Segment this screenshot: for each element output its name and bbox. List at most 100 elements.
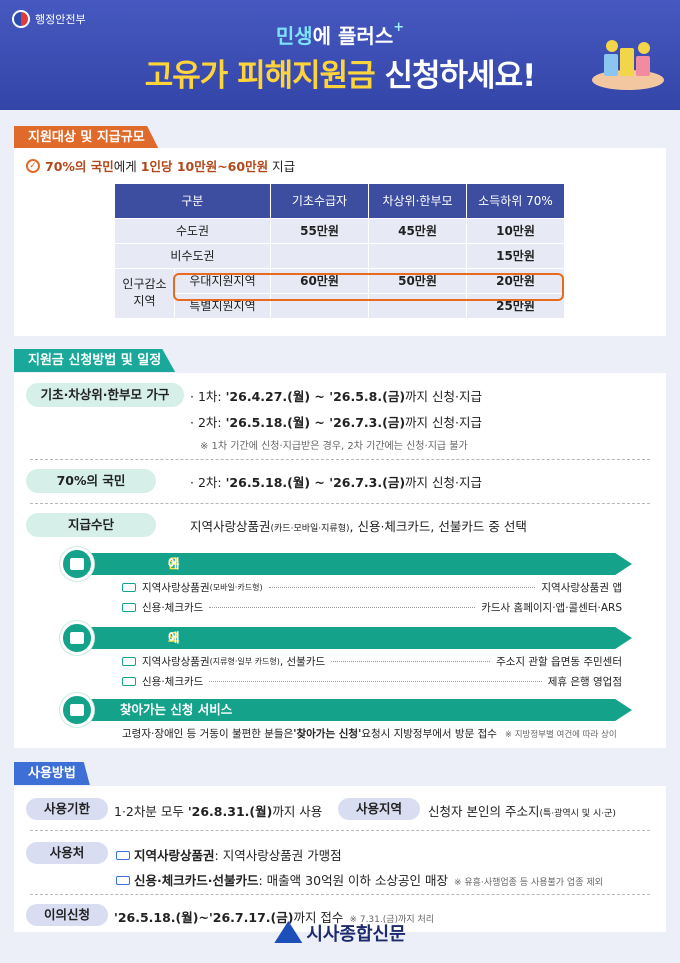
round-suffix: 까지 신청·지급: [405, 389, 482, 404]
section-tab-eligibility: 지원대상 및 지급규모: [14, 126, 159, 149]
card-icon: [122, 583, 136, 592]
item-label: 지역사랑상품권: [142, 656, 210, 668]
hand-coins-illustration-icon: [592, 40, 664, 90]
payment-sub: (카드·모바일·지류형): [270, 524, 350, 534]
col-header: 차상위·한부모: [368, 184, 467, 218]
round-note: ※ 1차 기간에 신청·지급받은 경우, 2차 기간에는 신청·지급 불가: [200, 441, 468, 452]
value-cell: 50만원: [368, 267, 467, 294]
online-item-1: 지역사랑상품권 (모바일·카드형) 지역사랑상품권 앱: [122, 580, 622, 595]
round1-line: · 1차: '26.4.27.(월) ~ '26.5.8.(금)까지 신청·지급: [190, 386, 482, 405]
period-date: '26.8.31.(월): [187, 804, 273, 819]
objection-note: ※ 7.31.(금)까지 처리: [349, 915, 435, 925]
online-highlight: 온라인: [168, 556, 180, 615]
item-label: 지역사랑상품권: [142, 582, 210, 594]
round2-line: · 2차: '26.5.18.(월) ~ '26.7.3.(금)까지 신청·지급: [190, 412, 482, 431]
item-sub: (지류형·일부 카드형): [209, 657, 280, 666]
value-cell: [368, 242, 467, 269]
item-label: 신용·체크카드: [142, 602, 204, 614]
col-header: 기초수급자: [270, 184, 369, 218]
table-header-row: 구분 기초수급자 차상위·한부모 소득하위 70%: [114, 184, 565, 218]
place-text: : 지역사랑상품권 가맹점: [214, 848, 342, 863]
offline-item-1: 지역사랑상품권 (지류형·일부 카드형), 선불카드 주소지 관할 읍면동 주민센터: [122, 654, 622, 669]
offline-item-2: 신용·체크카드 제휴 은행 영업점: [122, 674, 622, 689]
value-cell: 10만원: [466, 217, 565, 244]
usage-card: 사용기한 1·2차분 모두 '26.8.31.(월)까지 사용 사용지역 신청자…: [14, 786, 666, 932]
group-pill-payment: 지급수단: [26, 513, 156, 537]
pill-period: 사용기한: [26, 798, 108, 820]
place-text: : 매출액 30억원 이하 소상공인 매장: [258, 873, 449, 888]
visit-text3: 요청시 지방정부에서 방문 접수: [361, 728, 497, 740]
place-line-2: 신용·체크카드·선불카드: 매출액 30억원 이하 소상공인 매장 ※ 유흥·사행…: [116, 870, 603, 889]
subtitle-highlight: 민생: [275, 24, 313, 48]
round-label: · 1차:: [190, 389, 226, 404]
card-icon: [116, 851, 130, 860]
ministry-logo: 행정안전부: [12, 10, 86, 28]
value-cell: 60만원: [270, 267, 369, 294]
place-note: ※ 유흥·사행업종 등 사용불가 업종 제외: [454, 878, 603, 888]
item-extra: , 선불카드: [279, 656, 326, 668]
target-percent: 70%의 국민: [45, 159, 114, 174]
application-card: 기초·차상위·한부모 가구 · 1차: '26.4.27.(월) ~ '26.5…: [14, 373, 666, 748]
target-amount: 1인당 10만원~60만원: [140, 159, 269, 174]
payment-line: 지역사랑상품권(카드·모바일·지류형), 신용·체크카드, 선불카드 중 선택: [190, 516, 527, 535]
card-icon: [122, 677, 136, 686]
round-label: · 2차:: [190, 475, 226, 490]
round-dates: '26.5.18.(월) ~ '26.7.3.(금): [225, 475, 406, 490]
visit-note: ※ 지방정부별 여건에 따라 상이: [504, 729, 617, 740]
value-cell: [368, 292, 467, 319]
offline-bar: 오프라인에서 신청하고 싶다면?: [72, 627, 632, 649]
period-text1: 1·2차분 모두: [114, 804, 188, 819]
table-row: 수도권 55만원 45만원 10만원: [114, 217, 565, 244]
round-suffix: 까지 신청·지급: [405, 415, 482, 430]
pill-objection: 이의신청: [26, 904, 108, 926]
value-cell: 25만원: [466, 292, 565, 319]
building-icon: [60, 621, 94, 655]
region-cell: 우대지원지역: [174, 267, 271, 294]
place-line-1: 지역사랑상품권: 지역사랑상품권 가맹점: [116, 845, 342, 864]
online-text: 에서 신청하고 싶다면?: [168, 556, 187, 747]
round-dates: '26.4.27.(월) ~ '26.5.8.(금): [225, 389, 406, 404]
value-cell: 55만원: [270, 217, 369, 244]
item-channel: 지역사랑상품권 앱: [541, 582, 622, 594]
group-pill-low-income: 기초·차상위·한부모 가구: [26, 383, 184, 407]
region-cell: 비수도권: [114, 242, 271, 269]
wheelchair-icon: [60, 693, 94, 727]
objection-line: '26.5.18.(월)~'26.7.17.(금)까지 접수 ※ 7.31.(금)…: [114, 907, 434, 926]
round-label: · 2차:: [190, 415, 226, 430]
region-text: 신청자 본인의 주소지: [428, 804, 540, 819]
highlight-outline: [173, 273, 564, 301]
pill-place: 사용처: [26, 842, 108, 864]
round-suffix: 까지 신청·지급: [405, 475, 482, 490]
value-cell: [270, 292, 369, 319]
region-cell: 수도권: [114, 217, 271, 244]
place-bold: 지역사랑상품권: [134, 848, 215, 863]
objection-date: '26.5.18.(월)~'26.7.17.(금): [114, 910, 294, 925]
region-sub: (특·광역시 및 시·군): [539, 809, 616, 819]
offline-highlight: 오프라인: [168, 630, 180, 689]
footer-watermark: 시사종합신문: [0, 920, 680, 946]
subtitle-rest: 에 플러스: [312, 24, 394, 48]
value-cell: [270, 242, 369, 269]
divider: [30, 894, 650, 895]
item-label: 신용·체크카드: [142, 676, 204, 688]
visit-bar: 찾아가는 신청 서비스: [72, 699, 632, 721]
item-channel: 카드사 홈페이지·앱·콜센터·ARS: [481, 602, 622, 614]
plus-icon: +: [393, 20, 405, 35]
target-line: ✓ 70%의 국민에게 1인당 10만원~60만원 지급: [26, 156, 295, 175]
title-rest: 신청하세요!: [374, 58, 536, 94]
col-header: 구분: [114, 184, 271, 218]
pill-region: 사용지역: [338, 798, 420, 820]
visit-desc: 고령자·장애인 등 거동이 불편한 분들은 '찾아가는 신청' 요청시 지방정부…: [122, 726, 642, 741]
section-tab-usage: 사용방법: [14, 762, 90, 785]
target-text2: 지급: [268, 159, 296, 174]
visit-title: 찾아가는 신청 서비스: [120, 702, 233, 717]
monitor-icon: [60, 547, 94, 581]
card-icon: [122, 657, 136, 666]
taegeuk-icon: [12, 10, 30, 28]
divider: [30, 830, 650, 831]
section-tab-application: 지원금 신청방법 및 일정: [14, 349, 176, 372]
group-pill-70pct: 70%의 국민: [26, 469, 156, 493]
online-item-2: 신용·체크카드 카드사 홈페이지·앱·콜센터·ARS: [122, 600, 622, 615]
divider: [30, 459, 650, 460]
